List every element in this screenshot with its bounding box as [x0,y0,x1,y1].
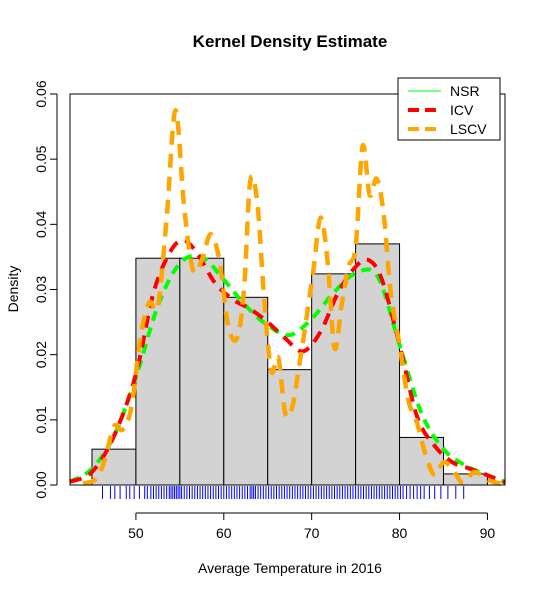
curve-lscv [82,108,502,486]
y-tick-label: 0.04 [33,210,49,237]
legend-label-icv: ICV [450,102,474,118]
y-axis: 0.00 0.01 0.02 0.03 0.04 0.05 0.06 [33,80,58,499]
x-tick-label: 80 [392,525,408,541]
density-curves [68,108,506,486]
y-tick-label: 0.06 [33,80,49,107]
x-tick-label: 70 [304,525,320,541]
x-tick-label: 60 [216,525,232,541]
y-tick-label: 0.00 [33,471,49,498]
plot-frame [69,93,506,486]
chart-title: Kernel Density Estimate [193,32,388,51]
histogram-bar-6 [311,273,357,486]
x-tick-label: 90 [480,525,496,541]
y-axis-label: Density [5,266,21,313]
histogram-bar-4 [223,296,269,486]
y-tick-label: 0.03 [33,276,49,303]
histogram-bar-3 [179,257,225,486]
legend: NSR ICV LSCV [397,77,501,141]
curve-nsr [68,253,506,484]
x-tick-label: 50 [128,525,144,541]
rug-plot [102,486,465,499]
histogram-bar-1 [91,448,137,486]
x-axis-label: Average Temperature in 2016 [198,560,382,576]
y-tick-label: 0.05 [33,145,49,172]
histogram-bar-7 [355,243,401,486]
histogram-bar-5 [267,369,313,486]
y-tick-label: 0.02 [33,341,49,368]
legend-label-nsr: NSR [450,83,480,99]
histogram [91,243,488,486]
y-tick-label: 0.01 [33,406,49,433]
legend-label-lscv: LSCV [450,121,487,137]
x-axis: 50 60 70 80 90 [128,512,496,541]
